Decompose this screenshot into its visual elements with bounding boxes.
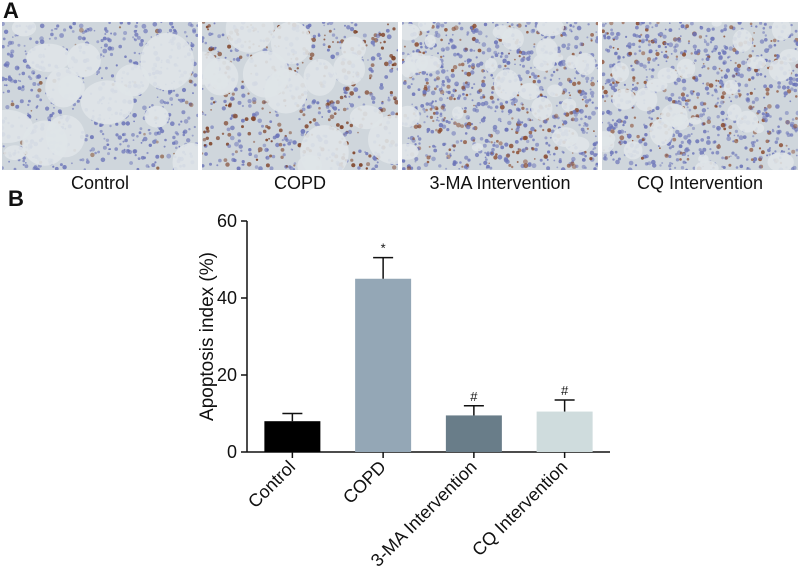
x-tick-label: COPD bbox=[339, 457, 390, 508]
y-tick-label: 60 bbox=[217, 211, 237, 231]
bar bbox=[355, 278, 412, 452]
x-tick-label: Control bbox=[244, 457, 299, 512]
micrograph-caption: Control bbox=[70, 173, 130, 193]
micrograph-image bbox=[2, 22, 198, 170]
y-tick-label: 0 bbox=[227, 442, 237, 462]
bar bbox=[264, 421, 321, 452]
micrograph-image bbox=[602, 22, 798, 170]
y-tick-label: 40 bbox=[217, 288, 237, 308]
panel-label-b: B bbox=[8, 186, 24, 211]
micrograph-caption: CQ Intervention bbox=[636, 173, 764, 193]
micrograph-caption: 3-MA Intervention bbox=[429, 173, 571, 193]
significance-marker: # bbox=[561, 383, 569, 398]
bar bbox=[536, 411, 593, 452]
significance-marker: * bbox=[381, 241, 386, 256]
micrograph-cq-intervention bbox=[602, 22, 798, 170]
micrograph-3ma-intervention bbox=[402, 22, 598, 170]
bar bbox=[445, 415, 502, 452]
significance-marker: # bbox=[470, 389, 478, 404]
panel-label-a: A bbox=[3, 0, 19, 23]
micrograph-image bbox=[202, 22, 398, 170]
y-axis-title: Apoptosis index (%) bbox=[197, 252, 218, 421]
micrograph-control bbox=[2, 22, 198, 170]
micrograph-copd bbox=[202, 22, 398, 170]
micrograph-caption: COPD bbox=[273, 173, 326, 193]
y-tick-label: 20 bbox=[217, 365, 237, 385]
micrograph-image bbox=[402, 22, 598, 170]
x-tick-label: CQ Intervention bbox=[468, 457, 571, 560]
